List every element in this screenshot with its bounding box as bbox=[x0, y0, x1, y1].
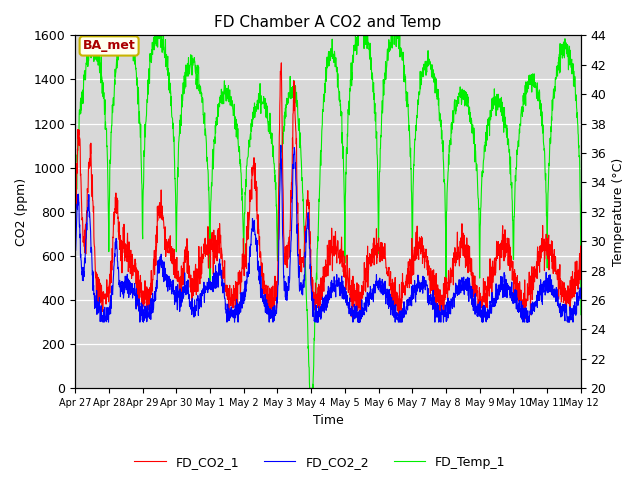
FD_Temp_1 bbox=[563, 45, 570, 51]
Line: FD_CO2_1: FD_CO2_1 bbox=[75, 63, 581, 319]
FD_CO2_1 bbox=[97, 299, 105, 304]
Line: FD_Temp_1: FD_Temp_1 bbox=[75, 36, 581, 388]
Text: BA_met: BA_met bbox=[83, 39, 136, 52]
FD_Temp_1 bbox=[577, 312, 585, 318]
FD_CO2_1 bbox=[304, 188, 312, 193]
FD_Temp_1 bbox=[563, 45, 570, 50]
FD_Temp_1 bbox=[317, 136, 325, 142]
Title: FD Chamber A CO2 and Temp: FD Chamber A CO2 and Temp bbox=[214, 15, 442, 30]
Y-axis label: CO2 (ppm): CO2 (ppm) bbox=[15, 178, 28, 246]
FD_CO2_1 bbox=[317, 281, 325, 287]
FD_CO2_2 bbox=[99, 319, 107, 325]
FD_CO2_2 bbox=[317, 310, 325, 315]
FD_Temp_1 bbox=[117, 33, 125, 38]
FD_CO2_1 bbox=[278, 60, 285, 66]
Y-axis label: Temperature (°C): Temperature (°C) bbox=[612, 158, 625, 266]
FD_Temp_1 bbox=[97, 64, 105, 70]
FD_CO2_1 bbox=[577, 261, 585, 266]
FD_CO2_2 bbox=[71, 264, 79, 269]
FD_CO2_1 bbox=[71, 240, 79, 246]
FD_CO2_2 bbox=[277, 142, 285, 148]
FD_CO2_2 bbox=[563, 312, 570, 318]
FD_Temp_1 bbox=[306, 385, 314, 391]
FD_CO2_2 bbox=[97, 305, 105, 311]
FD_Temp_1 bbox=[470, 125, 477, 131]
FD_CO2_1 bbox=[563, 305, 570, 311]
Legend: FD_CO2_1, FD_CO2_2, FD_Temp_1: FD_CO2_1, FD_CO2_2, FD_Temp_1 bbox=[129, 451, 511, 474]
FD_Temp_1 bbox=[71, 318, 79, 324]
FD_CO2_2 bbox=[563, 302, 570, 308]
FD_CO2_1 bbox=[470, 284, 477, 289]
FD_CO2_1 bbox=[563, 299, 570, 304]
Line: FD_CO2_2: FD_CO2_2 bbox=[75, 145, 581, 322]
X-axis label: Time: Time bbox=[312, 414, 344, 427]
FD_CO2_1 bbox=[522, 316, 529, 322]
FD_Temp_1 bbox=[304, 332, 312, 337]
FD_CO2_2 bbox=[577, 291, 585, 297]
FD_CO2_2 bbox=[470, 296, 477, 302]
FD_CO2_2 bbox=[304, 210, 312, 216]
